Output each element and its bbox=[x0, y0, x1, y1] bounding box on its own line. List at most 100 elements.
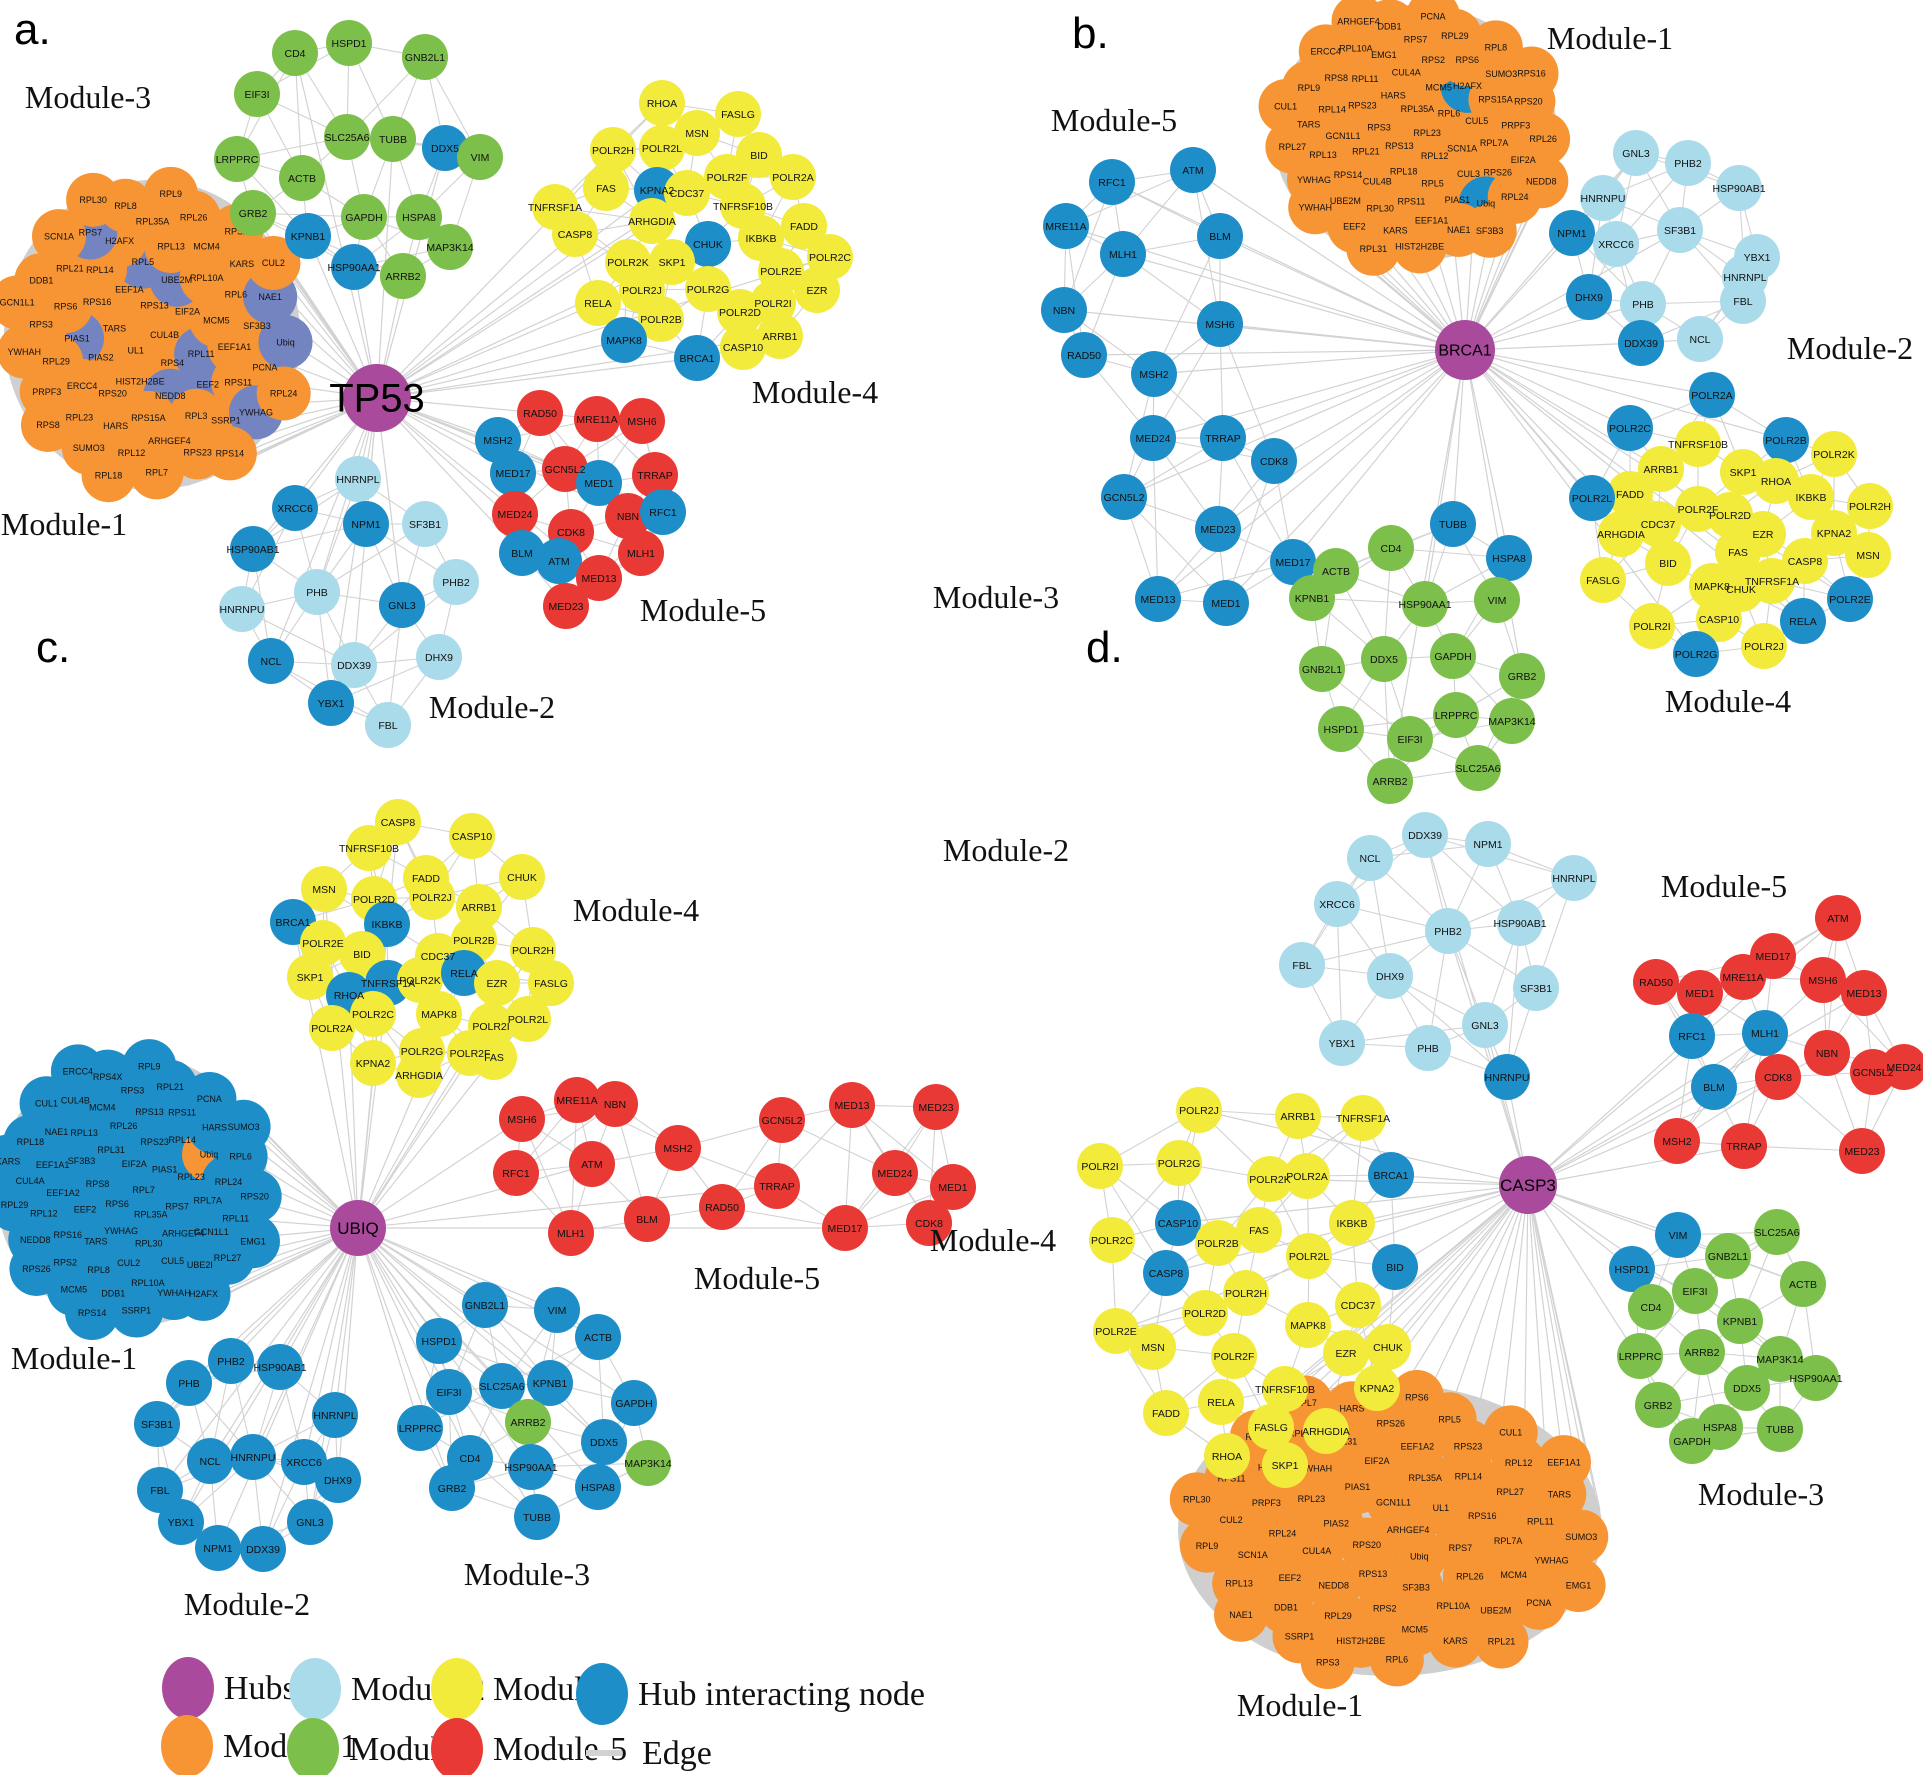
network-node[interactable] bbox=[930, 1164, 976, 1210]
network-node[interactable] bbox=[343, 501, 389, 547]
network-node[interactable] bbox=[1566, 274, 1612, 320]
network-node[interactable] bbox=[326, 20, 372, 66]
network-node[interactable] bbox=[1804, 1030, 1850, 1076]
network-node[interactable] bbox=[1549, 210, 1595, 256]
network-node[interactable] bbox=[592, 1081, 638, 1127]
network-node[interactable] bbox=[1433, 692, 1479, 738]
network-node[interactable] bbox=[1262, 1366, 1308, 1412]
network-node[interactable] bbox=[759, 1097, 805, 1143]
network-node[interactable] bbox=[1815, 895, 1861, 941]
network-node[interactable] bbox=[32, 209, 87, 264]
network-node[interactable] bbox=[1607, 471, 1653, 517]
network-node[interactable] bbox=[508, 1444, 554, 1490]
network-node[interactable] bbox=[872, 1150, 918, 1196]
network-node[interactable] bbox=[1465, 821, 1511, 867]
network-node[interactable] bbox=[543, 583, 589, 629]
network-node[interactable] bbox=[1638, 446, 1684, 492]
network-node[interactable] bbox=[202, 426, 257, 481]
network-node[interactable] bbox=[370, 116, 416, 162]
network-node[interactable] bbox=[230, 526, 276, 572]
network-node[interactable] bbox=[1197, 301, 1243, 347]
network-node[interactable] bbox=[166, 1360, 212, 1406]
network-node[interactable] bbox=[331, 642, 377, 688]
network-node[interactable] bbox=[1628, 1284, 1674, 1330]
network-node[interactable] bbox=[429, 1465, 475, 1511]
network-node[interactable] bbox=[335, 456, 381, 502]
network-node[interactable] bbox=[640, 489, 686, 535]
network-node[interactable] bbox=[1580, 557, 1626, 603]
hub-node[interactable] bbox=[343, 364, 411, 432]
network-node[interactable] bbox=[1780, 1261, 1826, 1307]
network-node[interactable] bbox=[0, 1177, 42, 1232]
network-node[interactable] bbox=[1130, 415, 1176, 461]
network-node[interactable] bbox=[829, 1082, 875, 1128]
network-node[interactable] bbox=[1061, 332, 1107, 378]
network-node[interactable] bbox=[1620, 281, 1666, 327]
network-node[interactable] bbox=[315, 1457, 361, 1503]
network-node[interactable] bbox=[1367, 953, 1413, 999]
network-node[interactable] bbox=[1203, 580, 1249, 626]
network-node[interactable] bbox=[81, 448, 136, 503]
network-node[interactable] bbox=[1474, 1614, 1529, 1669]
network-node[interactable] bbox=[1675, 421, 1721, 467]
network-node[interactable] bbox=[1580, 175, 1626, 221]
network-node[interactable] bbox=[1679, 1329, 1725, 1375]
network-node[interactable] bbox=[279, 155, 325, 201]
network-node[interactable] bbox=[1841, 970, 1887, 1016]
network-node[interactable] bbox=[1143, 1390, 1189, 1436]
network-node[interactable] bbox=[1406, 0, 1461, 44]
network-node[interactable] bbox=[1811, 510, 1857, 556]
network-node[interactable] bbox=[1514, 154, 1569, 209]
network-node[interactable] bbox=[380, 253, 426, 299]
network-node[interactable] bbox=[219, 586, 265, 632]
network-node[interactable] bbox=[227, 1169, 282, 1224]
network-node[interactable] bbox=[187, 1438, 233, 1484]
network-node[interactable] bbox=[736, 132, 782, 178]
network-node[interactable] bbox=[1270, 539, 1316, 585]
network-node[interactable] bbox=[638, 296, 684, 342]
network-node[interactable] bbox=[1669, 1013, 1715, 1059]
network-node[interactable] bbox=[258, 315, 313, 370]
network-node[interactable] bbox=[457, 134, 503, 180]
network-node[interactable] bbox=[396, 1052, 442, 1098]
network-node[interactable] bbox=[331, 244, 377, 290]
network-node[interactable] bbox=[1155, 1200, 1201, 1246]
network-node[interactable] bbox=[1101, 474, 1147, 520]
network-node[interactable] bbox=[402, 501, 448, 547]
network-node[interactable] bbox=[575, 1314, 621, 1360]
network-node[interactable] bbox=[409, 874, 455, 920]
network-node[interactable] bbox=[1696, 596, 1742, 642]
network-node[interactable] bbox=[1665, 140, 1711, 186]
network-node[interactable] bbox=[9, 1241, 64, 1296]
network-node[interactable] bbox=[1633, 959, 1679, 1005]
network-node[interactable] bbox=[214, 136, 260, 182]
network-node[interactable] bbox=[1346, 221, 1401, 276]
network-node[interactable] bbox=[1635, 501, 1681, 547]
network-node[interactable] bbox=[246, 235, 301, 290]
network-node[interactable] bbox=[1499, 653, 1545, 699]
network-node[interactable] bbox=[1200, 415, 1246, 461]
network-node[interactable] bbox=[1754, 1209, 1800, 1255]
network-node[interactable] bbox=[1780, 598, 1826, 644]
network-node[interactable] bbox=[1705, 1233, 1751, 1279]
network-node[interactable] bbox=[1654, 1118, 1700, 1164]
network-node[interactable] bbox=[234, 71, 280, 117]
network-node[interactable] bbox=[1402, 581, 1448, 627]
network-node[interactable] bbox=[499, 530, 545, 576]
network-node[interactable] bbox=[216, 1099, 271, 1154]
network-node[interactable] bbox=[576, 555, 622, 601]
network-node[interactable] bbox=[1800, 957, 1846, 1003]
network-node[interactable] bbox=[1347, 835, 1393, 881]
network-node[interactable] bbox=[1247, 1156, 1293, 1202]
network-node[interactable] bbox=[499, 1096, 545, 1142]
network-node[interactable] bbox=[471, 1034, 517, 1080]
network-node[interactable] bbox=[1331, 0, 1386, 49]
network-node[interactable] bbox=[1645, 540, 1691, 586]
network-node[interactable] bbox=[576, 460, 622, 506]
network-node[interactable] bbox=[143, 166, 198, 221]
network-node[interactable] bbox=[1598, 511, 1644, 557]
network-node[interactable] bbox=[1593, 221, 1639, 267]
network-node[interactable] bbox=[534, 1287, 580, 1333]
network-node[interactable] bbox=[583, 165, 629, 211]
network-node[interactable] bbox=[176, 1266, 231, 1321]
